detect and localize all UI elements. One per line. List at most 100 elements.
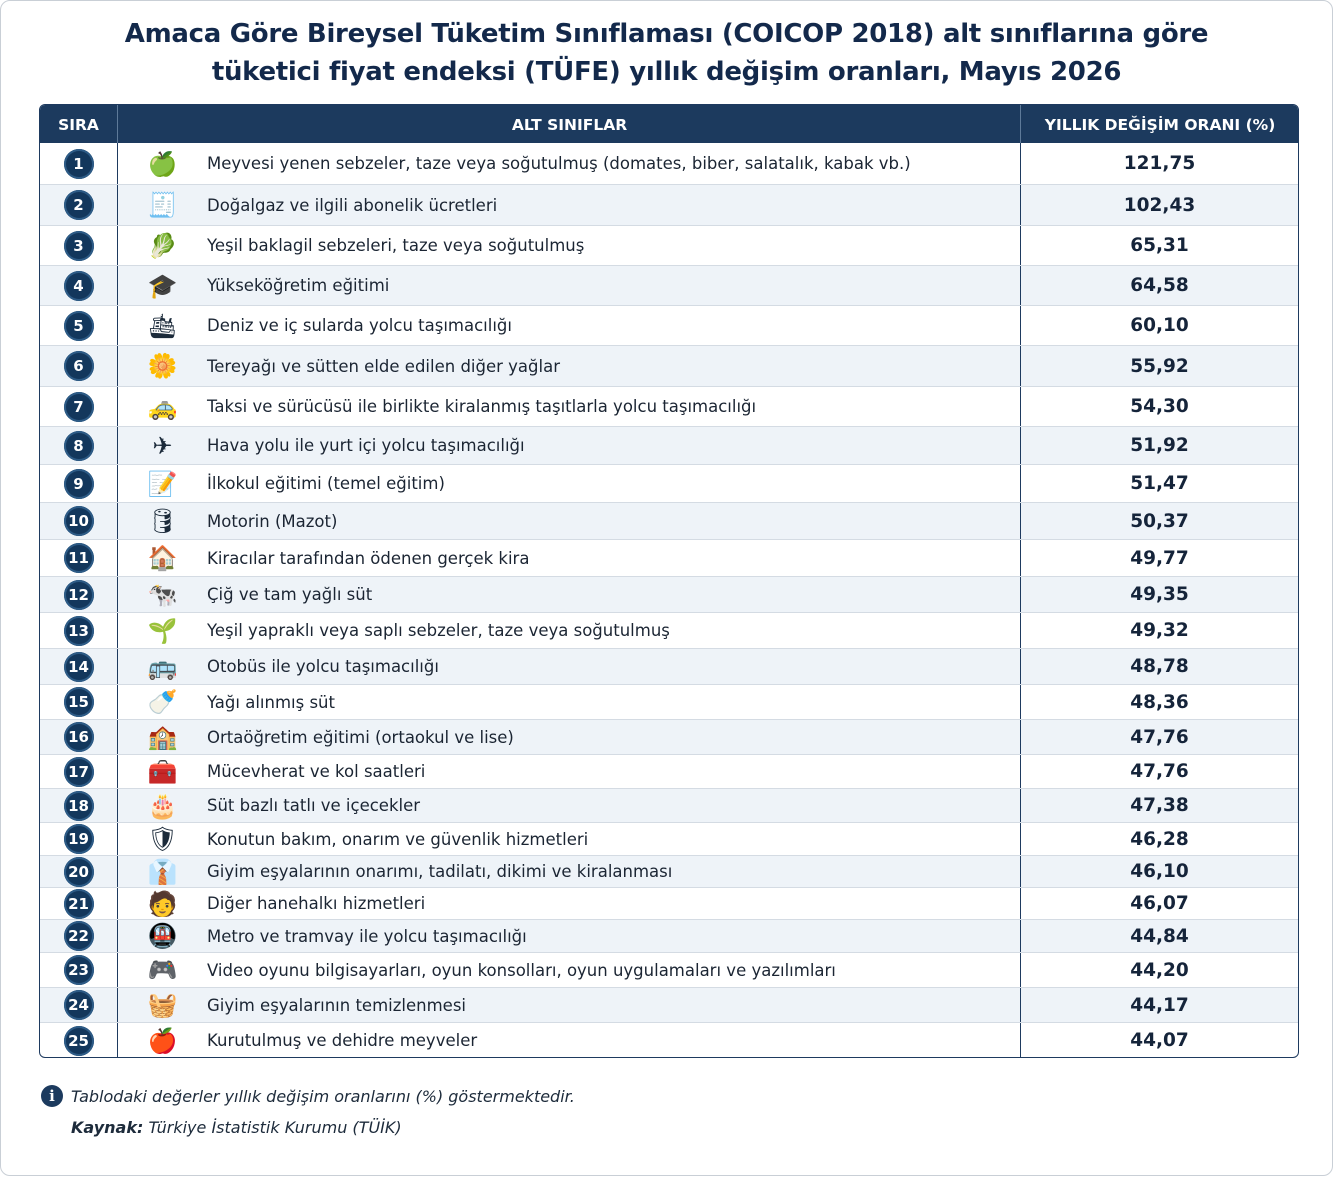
shield-icon: 🛡 [147, 825, 178, 853]
ship-icon: 🛳 [147, 311, 178, 340]
rank-cell: 14 [40, 649, 117, 684]
category-name: Doğalgaz ve ilgili abonelik ücretleri [207, 195, 498, 215]
table-row: 21 🧑 Diğer hanehalkı hizmetleri 46,07 [40, 888, 1298, 920]
info-icon: i [41, 1085, 63, 1107]
rank-badge: 12 [63, 579, 94, 610]
category-name: Süt bazlı tatlı ve içecekler [207, 796, 421, 815]
table-row: 2 🧾 Doğalgaz ve ilgili abonelik ücretleri 1… [40, 185, 1298, 226]
rank-cell: 23 [40, 953, 117, 987]
change-rate-value: 48,78 [1020, 649, 1298, 684]
rank-cell: 8 [40, 427, 117, 464]
rank-cell: 19 [40, 823, 117, 855]
metro-icon: 🚇 [147, 922, 178, 950]
icon-cell: 🛢 [117, 503, 207, 539]
icon-cell: 🐄 [117, 577, 207, 612]
rank-badge: 14 [63, 651, 94, 682]
change-rate-value: 121,75 [1020, 143, 1298, 184]
change-rate-value: 44,84 [1020, 920, 1298, 952]
change-rate-value: 44,17 [1020, 988, 1298, 1022]
table-row: 3 🥬 Yeşil baklagil sebzeleri, taze veya so… [40, 226, 1298, 266]
table-row: 23 🎮 Video oyunu bilgisayarları, oyun kons… [40, 953, 1298, 988]
title-line-2: tüketici fiyat endeksi (TÜFE) yıllık değ… [211, 57, 1122, 87]
rank-cell: 13 [40, 613, 117, 648]
change-rate-value: 49,77 [1020, 540, 1298, 576]
rank-badge: 4 [63, 270, 94, 301]
rank-cell: 25 [40, 1023, 117, 1057]
category-name: Diğer hanehalkı hizmetleri [207, 894, 426, 913]
oil-bottle-icon: 🌼 [147, 352, 178, 380]
title-line-1: Amaca Göre Bireysel Tüketim Sınıflaması … [124, 19, 1209, 49]
rank-cell: 16 [40, 720, 117, 754]
icon-cell: 🚕 [117, 387, 207, 426]
icon-cell: 🧺 [117, 988, 207, 1022]
leafy-green-icon: 🥬 [147, 231, 178, 260]
icon-cell: 🏫 [117, 720, 207, 754]
icon-cell: 🌱 [117, 613, 207, 648]
rank-badge: 18 [63, 790, 94, 821]
house-icon: 🏠 [147, 544, 178, 572]
category-name: Konutun bakım, onarım ve güvenlik hizmet… [207, 829, 589, 849]
rank-cell: 22 [40, 920, 117, 952]
table-row: 25 🍎 Kurutulmuş ve dehidre meyveler 44,07 [40, 1023, 1298, 1057]
table-row: 6 🌼 Tereyağı ve sütten elde edilen diğer y… [40, 346, 1298, 387]
rank-badge: 1 [63, 148, 94, 179]
rank-cell: 9 [40, 465, 117, 502]
sprout-icon: 🌱 [147, 616, 178, 645]
change-rate-value: 46,07 [1020, 888, 1298, 919]
category-name: Yağı alınmış süt [207, 692, 335, 712]
rank-cell: 6 [40, 346, 117, 386]
category-name: Çiğ ve tam yağlı süt [207, 585, 373, 604]
change-rate-value: 44,20 [1020, 953, 1298, 987]
rank-badge: 24 [63, 990, 94, 1020]
rank-cell: 4 [40, 266, 117, 305]
rank-badge: 21 [63, 888, 94, 919]
airplane-icon: ✈ [152, 431, 173, 460]
rank-cell: 11 [40, 540, 117, 576]
rank-badge: 2 [63, 190, 94, 220]
table-row: 7 🚕 Taksi ve sürücüsü ile birlikte kiralan… [40, 387, 1298, 427]
footnote-text: Tablodaki değerler yıllık değişim oranla… [71, 1086, 575, 1106]
change-rate-value: 46,10 [1020, 856, 1298, 887]
rank-cell: 18 [40, 789, 117, 822]
change-rate-value: 51,92 [1020, 427, 1298, 464]
change-rate-value: 47,38 [1020, 789, 1298, 822]
milk-bottle-icon: 🍼 [147, 688, 178, 716]
rank-badge: 8 [63, 430, 94, 461]
header-value: YILLIK DEĞİŞİM ORANI (%) [1020, 105, 1298, 143]
rank-badge: 5 [63, 310, 94, 341]
table-row: 22 🚇 Metro ve tramvay ile yolcu taşımacılı… [40, 920, 1298, 953]
rank-cell: 5 [40, 306, 117, 345]
rank-badge: 13 [63, 615, 94, 646]
source-line: Kaynak: Türkiye İstatistik Kurumu (TÜİK) [71, 1118, 402, 1137]
category-name: Tereyağı ve sütten elde edilen diğer yağ… [207, 356, 560, 376]
source-text: Türkiye İstatistik Kurumu (TÜİK) [143, 1118, 402, 1137]
change-rate-value: 50,37 [1020, 503, 1298, 539]
header-rank: SIRA [58, 116, 99, 134]
category-name: Giyim eşyalarının temizlenmesi [207, 995, 467, 1015]
rank-badge: 6 [63, 351, 94, 381]
source-label: Kaynak: [71, 1118, 144, 1137]
table-row: 11 🏠 Kiracılar tarafından ödenen gerçek ki… [40, 540, 1298, 577]
rank-cell: 7 [40, 387, 117, 426]
category-name: Kiracılar tarafından ödenen gerçek kira [207, 548, 530, 568]
category-name: Yeşil yapraklı veya saplı sebzeler, taze… [207, 621, 670, 640]
category-name: Kurutulmuş ve dehidre meyveler [207, 1031, 478, 1050]
change-rate-value: 65,31 [1020, 226, 1298, 265]
rank-cell: 3 [40, 226, 117, 265]
icon-cell: 🧑 [117, 888, 207, 919]
rank-cell: 10 [40, 503, 117, 539]
rank-badge: 9 [63, 468, 94, 499]
change-rate-value: 46,28 [1020, 823, 1298, 855]
change-rate-value: 49,35 [1020, 577, 1298, 612]
table-row: 17 🧰 Mücevherat ve kol saatleri 47,76 [40, 755, 1298, 789]
icon-cell: 🚇 [117, 920, 207, 952]
table-row: 20 👔 Giyim eşyalarının onarımı, tadilatı, … [40, 856, 1298, 888]
graduation-cap-icon: 🎓 [147, 271, 178, 300]
rank-badge: 15 [63, 687, 94, 717]
category-name: Ortaöğretim eğitimi (ortaokul ve lise) [207, 727, 514, 747]
icon-cell: 🛡 [117, 823, 207, 855]
icon-cell: 🍼 [117, 685, 207, 719]
change-rate-value: 64,58 [1020, 266, 1298, 305]
table-row: 19 🛡 Konutun bakım, onarım ve güvenlik hiz… [40, 823, 1298, 856]
rank-badge: 16 [63, 722, 94, 752]
